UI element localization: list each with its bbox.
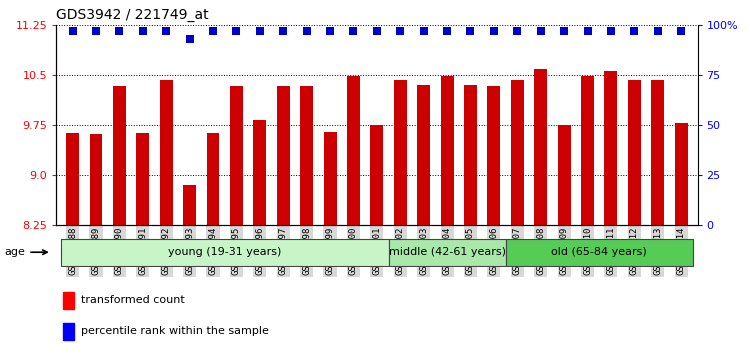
Bar <box>675 123 688 225</box>
Bar <box>63 292 74 309</box>
Point <box>512 28 524 34</box>
Point <box>207 28 219 34</box>
Point <box>418 28 430 34</box>
Bar <box>488 86 500 225</box>
Bar <box>136 133 149 225</box>
Bar <box>183 185 196 225</box>
Text: percentile rank within the sample: percentile rank within the sample <box>80 326 268 336</box>
Bar <box>66 133 79 225</box>
Point <box>441 28 453 34</box>
Point <box>67 28 79 34</box>
Bar <box>324 132 337 225</box>
Point <box>230 28 242 34</box>
Point <box>278 28 290 34</box>
Point <box>113 28 125 34</box>
Point <box>90 28 102 34</box>
Text: old (65-84 years): old (65-84 years) <box>551 247 647 257</box>
Bar <box>300 86 313 225</box>
Point <box>605 28 617 34</box>
Bar <box>394 80 406 225</box>
Text: young (19-31 years): young (19-31 years) <box>168 247 281 257</box>
Bar <box>388 239 506 266</box>
Point <box>254 28 266 34</box>
Point <box>558 28 570 34</box>
Bar <box>628 80 640 225</box>
Bar <box>63 323 74 340</box>
Bar <box>254 120 266 225</box>
Bar <box>230 86 243 225</box>
Point <box>488 28 500 34</box>
Bar <box>581 76 594 225</box>
Bar <box>206 133 220 225</box>
Bar <box>464 85 477 225</box>
Bar <box>651 80 664 225</box>
Text: transformed count: transformed count <box>80 295 184 305</box>
Point <box>675 28 687 34</box>
Bar <box>277 86 290 225</box>
Text: middle (42-61 years): middle (42-61 years) <box>388 247 506 257</box>
Point <box>184 36 196 42</box>
Text: GDS3942 / 221749_at: GDS3942 / 221749_at <box>56 8 208 22</box>
Point <box>301 28 313 34</box>
Text: age: age <box>4 247 47 257</box>
Bar <box>89 134 103 225</box>
Point <box>324 28 336 34</box>
Point <box>535 28 547 34</box>
Point <box>347 28 359 34</box>
Point <box>394 28 406 34</box>
Point <box>136 28 148 34</box>
Point <box>581 28 593 34</box>
Bar <box>441 76 454 225</box>
Bar <box>417 85 430 225</box>
Bar <box>160 80 172 225</box>
Point <box>652 28 664 34</box>
Bar <box>604 72 617 225</box>
Bar <box>113 86 126 225</box>
Point <box>628 28 640 34</box>
Bar <box>558 125 571 225</box>
Bar <box>506 239 693 266</box>
Bar <box>347 76 360 225</box>
Bar <box>61 239 388 266</box>
Point <box>370 28 382 34</box>
Point <box>160 28 172 34</box>
Bar <box>511 80 524 225</box>
Bar <box>534 69 548 225</box>
Point <box>464 28 476 34</box>
Bar <box>370 125 383 225</box>
